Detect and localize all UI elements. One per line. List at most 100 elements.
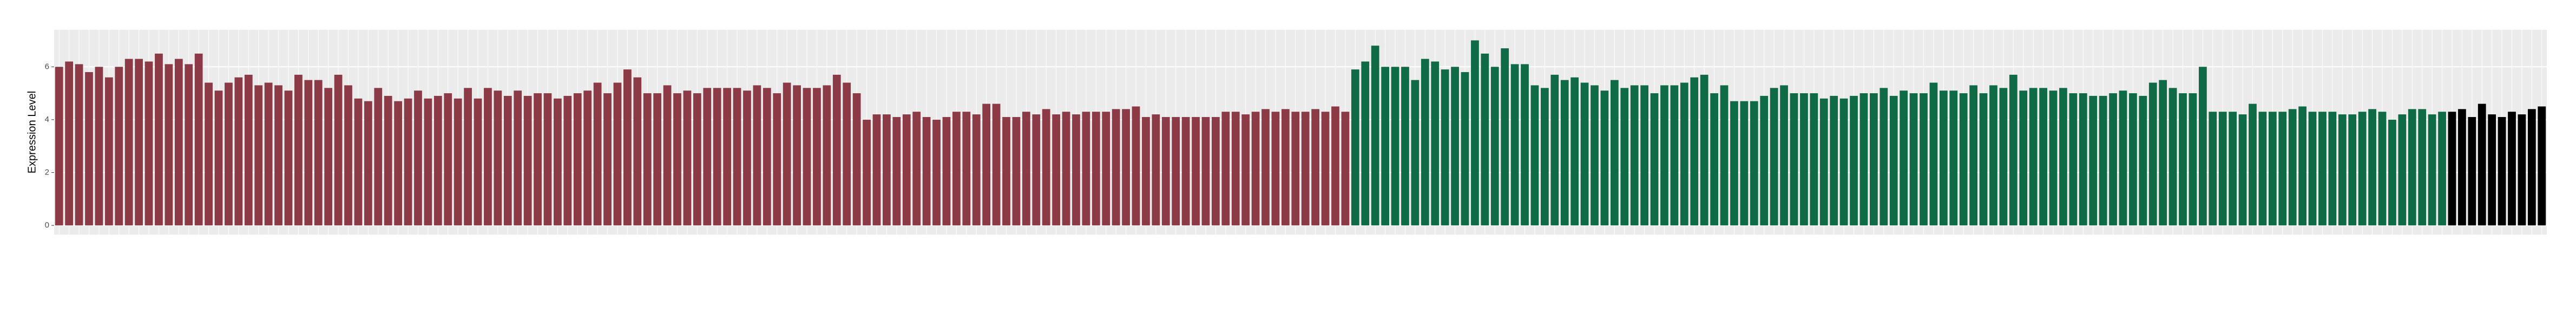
bar (1142, 117, 1150, 225)
bar (225, 82, 233, 225)
bar (1261, 109, 1270, 225)
bar (214, 90, 223, 225)
bar (1421, 59, 1429, 225)
bar (753, 85, 761, 225)
bar (2139, 95, 2147, 225)
bar (1630, 85, 1639, 225)
y-tick-label: 6 (45, 62, 49, 71)
bar (1920, 93, 1928, 225)
bar (922, 117, 931, 225)
bar (1880, 88, 1888, 225)
y-tick-label: 0 (45, 221, 49, 230)
bar (304, 80, 313, 225)
bar (813, 88, 821, 225)
bar (1321, 112, 1330, 225)
bar (1172, 117, 1180, 225)
bar (1929, 82, 1938, 225)
bar (2249, 103, 2257, 225)
bar (194, 53, 203, 225)
bar (1411, 80, 1420, 225)
bar (1800, 93, 1808, 225)
bar (1281, 109, 1290, 225)
bar (892, 117, 901, 225)
bar (2218, 112, 2227, 225)
bar (1979, 93, 1988, 225)
bar (2168, 88, 2177, 225)
bar (244, 74, 253, 225)
bar (1810, 93, 1818, 225)
y-tick-label: 2 (45, 167, 49, 177)
bar (1600, 90, 1609, 225)
bar (872, 114, 881, 225)
bar (254, 85, 263, 225)
bar (1132, 106, 1140, 225)
bar (563, 95, 572, 225)
bar (1441, 69, 1449, 225)
bar (1212, 117, 1220, 225)
bar (2508, 112, 2516, 225)
bar (2148, 82, 2157, 225)
bar (1072, 114, 1080, 225)
bar (374, 88, 383, 225)
bar (75, 64, 83, 225)
bar (354, 98, 363, 225)
bar (723, 88, 731, 225)
bar (1530, 85, 1539, 225)
bar (1670, 85, 1679, 225)
bar (1271, 112, 1280, 225)
bar (95, 67, 103, 225)
bar (1022, 112, 1030, 225)
bar (743, 90, 751, 225)
bar (344, 85, 352, 225)
bar (2059, 88, 2067, 225)
bar (1969, 85, 1977, 225)
bar (1859, 93, 1868, 225)
bar (1580, 82, 1589, 225)
bar (55, 67, 63, 225)
bar (2438, 112, 2446, 225)
bar (1700, 74, 1708, 225)
bar (1909, 93, 1918, 225)
bar (1640, 85, 1648, 225)
bar (1900, 90, 1908, 225)
bar (633, 77, 642, 225)
bar (2019, 90, 2028, 225)
bar (2488, 114, 2496, 225)
bar (1291, 112, 1300, 225)
bar (2109, 93, 2117, 225)
bar (832, 74, 841, 225)
bar (484, 88, 492, 225)
bar (1541, 88, 1549, 225)
bar (932, 119, 941, 225)
bar (1521, 64, 1529, 225)
bar (205, 82, 213, 225)
bar (2448, 112, 2456, 225)
bar (454, 98, 462, 225)
bar (1161, 117, 1170, 225)
bar (1461, 72, 1469, 225)
bar (1241, 114, 1250, 225)
bar (1052, 114, 1060, 225)
bar (1850, 95, 1858, 225)
bar (424, 98, 432, 225)
bar (1002, 117, 1010, 225)
bar (2298, 106, 2306, 225)
bar (1431, 61, 1440, 225)
bar (1770, 88, 1778, 225)
bar (793, 85, 801, 225)
bar (773, 93, 781, 225)
bar (663, 85, 672, 225)
bar (144, 61, 153, 225)
bar (2358, 112, 2367, 225)
bar (1351, 69, 1359, 225)
bar (85, 72, 93, 225)
bar (2518, 114, 2526, 225)
bar (324, 88, 333, 225)
bar (2527, 109, 2536, 225)
bar (155, 53, 163, 225)
bar (1610, 80, 1619, 225)
bar (2179, 93, 2187, 225)
bar (1720, 85, 1729, 225)
bar (523, 95, 532, 225)
bar (1361, 61, 1370, 225)
